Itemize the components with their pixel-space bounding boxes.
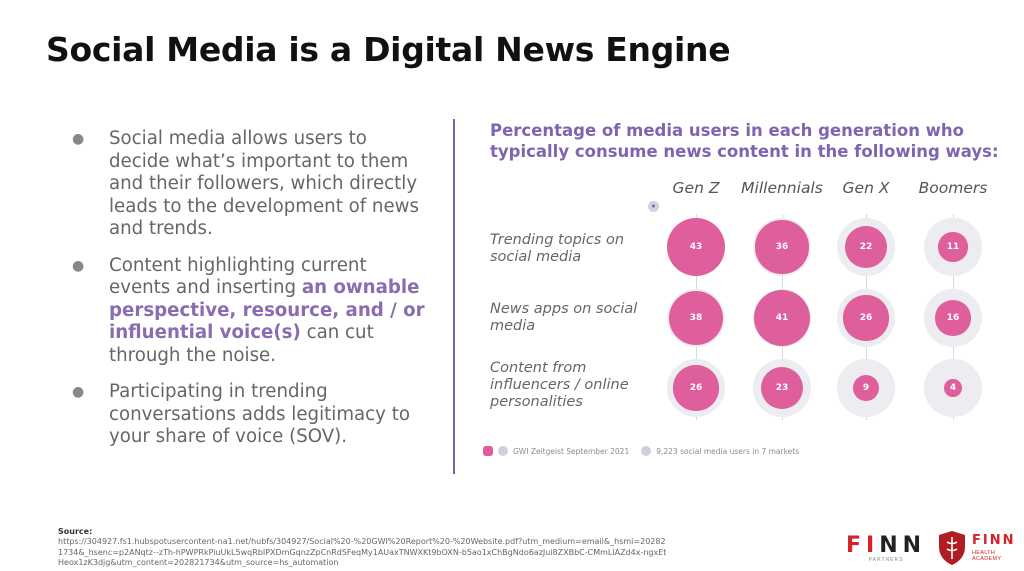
bullet-item: ● Participating in trending conversation… [72,381,432,449]
bubble-value: 11 [938,232,968,262]
column-header: Boomers [918,179,988,197]
row-label: Content from influencers / online person… [490,360,629,410]
bullet-text: Social media allows users to decide what… [109,128,419,239]
column-header: Millennials [741,179,823,197]
row-label: Trending topics on social media [490,232,625,265]
bullet-list: ● Social media allows users to decide wh… [72,128,432,463]
bubble-value: 26 [673,365,719,411]
chart-source-name: GWI Zeitgeist September 2021 [513,446,630,456]
column-header: Gen Z [672,179,720,197]
bubble-value: 22 [845,226,887,268]
bubble-value: 26 [843,295,889,341]
bubble-value: 36 [755,220,809,274]
source-label: Source: [58,527,93,536]
bubble-value: 41 [753,289,811,347]
bullet-text: Content highlighting current events and … [109,254,425,366]
calendar-icon [498,446,508,456]
finn-health-academy-logo: FINN HEALTH ACADEMY [972,533,1016,562]
bullet-item: ● Content highlighting current events an… [72,255,432,368]
chart-sample: 9,223 social media users in 7 markets [656,446,800,456]
bubble-value: 38 [668,290,724,346]
finn-partners-logo: FINN PARTNERS [846,533,927,563]
bubble-value: 43 [667,218,725,276]
search-icon: ● [648,201,659,212]
bullet-dot-icon: ● [72,384,85,400]
bullet-text: Participating in trending conversations … [109,381,410,447]
highlight-text: an ownable perspective, resource, and / … [109,277,425,343]
bullet-item: ● Social media allows users to decide wh… [72,128,432,241]
vertical-divider [453,119,455,474]
slide-title: Social Media is a Digital News Engine [46,30,731,69]
users-icon [641,446,652,456]
shield-icon [939,531,965,565]
bubble-value: 9 [852,374,880,402]
source-note: Source: https://304927.fs1.hubspotuserco… [58,527,668,568]
gwi-logo-icon [483,446,493,456]
source-url[interactable]: https://304927.fs1.hubspotusercontent-na… [58,537,667,567]
chart-source-row: GWI Zeitgeist September 2021 9,223 socia… [483,446,799,456]
column-header: Gen X [842,179,890,197]
chart-title: Percentage of media users in each genera… [490,121,999,161]
bubble-value: 23 [760,366,804,410]
bullet-dot-icon: ● [72,131,85,147]
bubble-value: 4 [944,379,962,397]
bubble-value: 16 [935,300,971,336]
row-label: News apps on social media [490,301,638,334]
bullet-dot-icon: ● [72,257,85,274]
